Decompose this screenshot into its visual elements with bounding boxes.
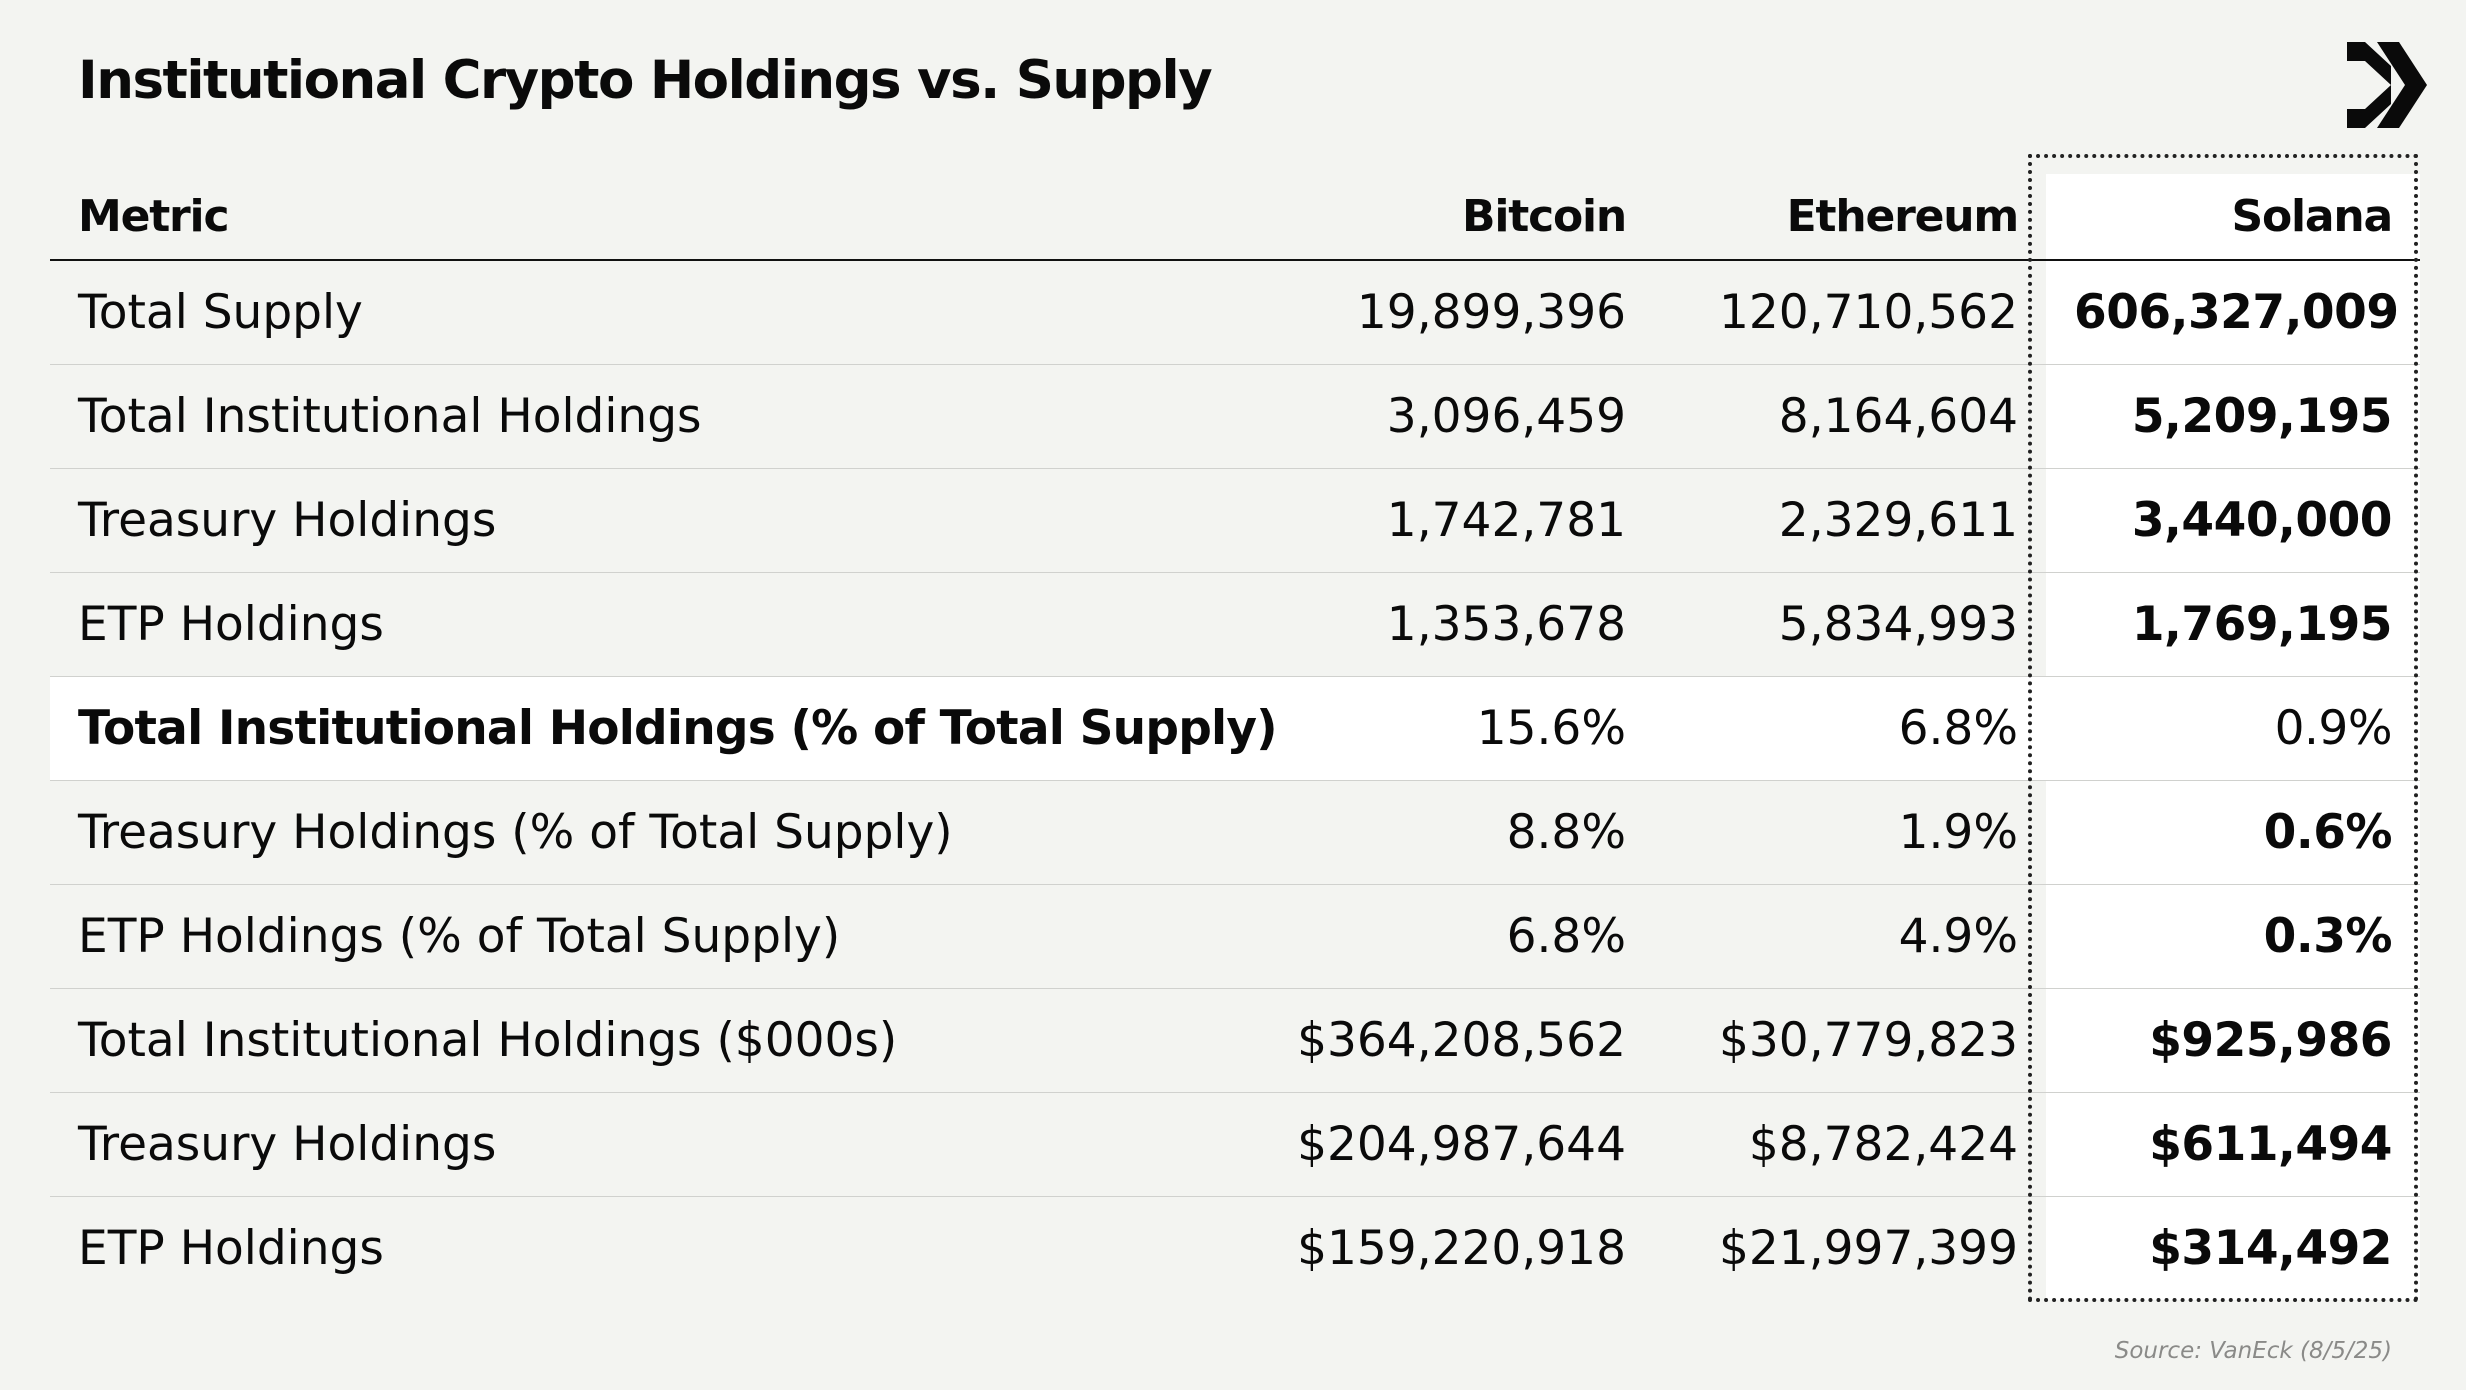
table-body: Total Supply 19,899,396 120,710,562 606,327…: [50, 260, 2420, 1300]
bitcoin-value: $159,220,918: [1297, 1220, 1626, 1276]
row-label: Treasury Holdings (% of Total Supply): [50, 780, 1262, 885]
ethereum-value: 120,710,562: [1654, 260, 2046, 365]
column-header-bitcoin: Bitcoin: [1262, 174, 1654, 261]
holdings-table-container: Metric Bitcoin Ethereum Solana Total Sup…: [50, 174, 2420, 1300]
table-row: Treasury Holdings $204,987,644 $8,782,424 $…: [50, 1092, 2420, 1197]
table-row: Total Institutional Holdings 3,096,459 8,1…: [50, 364, 2420, 469]
row-label: Total Supply: [50, 260, 1262, 365]
solana-value: 0.9%: [2046, 676, 2420, 781]
solana-value: 0.3%: [2046, 884, 2420, 989]
holdings-table: Metric Bitcoin Ethereum Solana Total Sup…: [50, 174, 2420, 1300]
ethereum-value: 8,164,604: [1654, 364, 2046, 469]
column-header-solana: Solana: [2046, 174, 2420, 261]
row-label: Total Institutional Holdings ($000s): [50, 988, 1262, 1093]
table-header-row: Metric Bitcoin Ethereum Solana: [50, 174, 2420, 261]
table-row: Total Institutional Holdings (% of Total…: [50, 676, 2420, 781]
solana-value: $925,986: [2046, 988, 2420, 1093]
row-label: Total Institutional Holdings: [50, 364, 1262, 469]
ethereum-value: 6.8%: [1654, 676, 2046, 781]
solana-value: 3,440,000: [2046, 468, 2420, 573]
bitcoin-value: 3,096,459: [1262, 364, 1654, 469]
ethereum-value: $8,782,424: [1654, 1092, 2046, 1197]
ethereum-value: 5,834,993: [1654, 572, 2046, 677]
ethereum-value: $30,779,823: [1654, 988, 2046, 1093]
bitcoin-value: $204,987,644: [1262, 1092, 1654, 1197]
vaneck-logo-icon: [2347, 42, 2427, 128]
table-row: Total Institutional Holdings ($000s) $364…: [50, 988, 2420, 1093]
solana-value: $314,492: [2046, 1196, 2420, 1300]
row-label: Total Institutional Holdings (% of Total…: [50, 676, 1278, 781]
column-header-metric: Metric: [50, 174, 1262, 261]
table-row: ETP Holdings $159,220,918 $21,997,399 $314,…: [50, 1196, 2420, 1300]
row-label: Treasury Holdings: [50, 468, 1262, 573]
ethereum-value: 1.9%: [1654, 780, 2046, 885]
column-header-ethereum: Ethereum: [1654, 174, 2046, 261]
ethereum-value: 2,329,611: [1654, 468, 2046, 573]
table-row: Total Supply 19,899,396 120,710,562 606,327…: [50, 260, 2420, 365]
bitcoin-value: $364,208,562: [1262, 988, 1654, 1093]
solana-value: $611,494: [2046, 1092, 2420, 1197]
row-label: Treasury Holdings: [50, 1092, 1262, 1197]
table-row: ETP Holdings 1,353,678 5,834,993 1,769,195: [50, 572, 2420, 677]
table-row: Treasury Holdings (% of Total Supply) 8.8…: [50, 780, 2420, 885]
bitcoin-value: 1,742,781: [1262, 468, 1654, 573]
ethereum-value: $21,997,399: [1718, 1220, 2018, 1276]
ethereum-value: 4.9%: [1654, 884, 2046, 989]
row-label: ETP Holdings (% of Total Supply): [50, 884, 1262, 989]
bitcoin-value: 8.8%: [1262, 780, 1654, 885]
table-row: ETP Holdings (% of Total Supply) 6.8% 4.9%…: [50, 884, 2420, 989]
solana-value: 1,769,195: [2046, 572, 2420, 677]
table-row: Treasury Holdings 1,742,781 2,329,611 3,440…: [50, 468, 2420, 573]
source-note: Source: VanEck (8/5/25): [2114, 1338, 2392, 1364]
row-label: ETP Holdings: [78, 1220, 384, 1276]
chart-title: Institutional Crypto Holdings vs. Supply: [78, 50, 1213, 111]
bitcoin-value: 15.6%: [1262, 676, 1654, 781]
bitcoin-value: 19,899,396: [1262, 260, 1654, 365]
bitcoin-value: 6.8%: [1262, 884, 1654, 989]
bitcoin-value: 1,353,678: [1262, 572, 1654, 677]
solana-value: 606,327,009: [2046, 260, 2420, 365]
row-label: ETP Holdings: [50, 572, 1262, 677]
solana-value: 0.6%: [2046, 780, 2420, 885]
solana-value: 5,209,195: [2046, 364, 2420, 469]
